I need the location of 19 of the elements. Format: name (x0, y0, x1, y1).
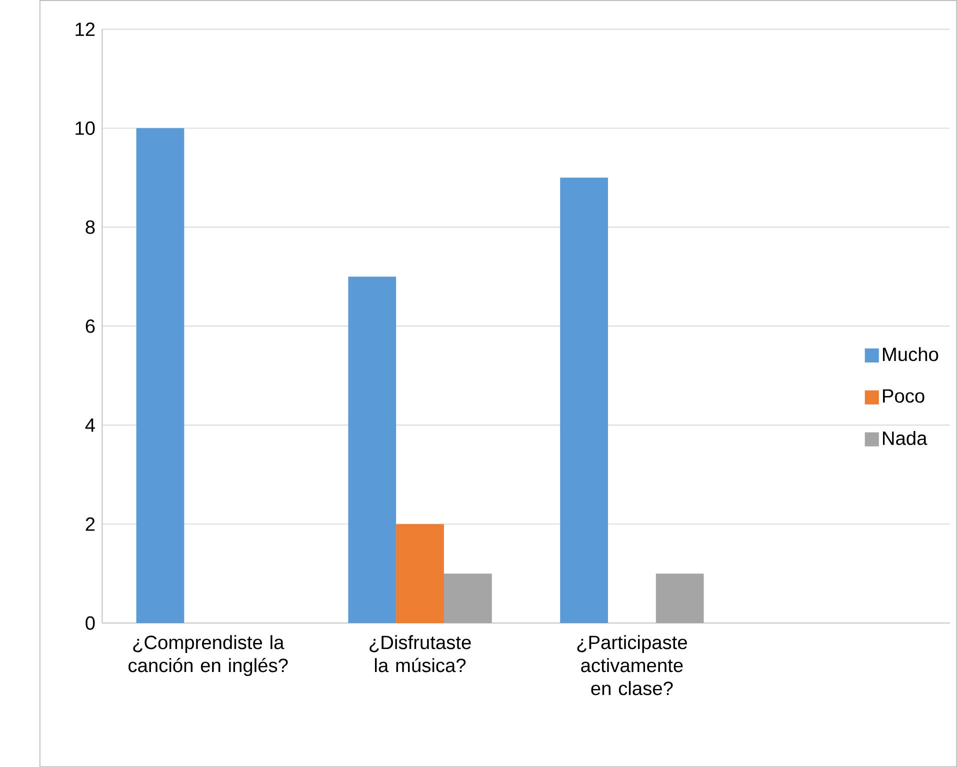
x-tick-label: ¿Disfrutaste la música? (370, 635, 471, 672)
legend-label: Poco (883, 389, 924, 403)
y-tick-label: 10 (76, 121, 95, 135)
x-tick-label: ¿Comprendiste la canción en inglés? (128, 635, 288, 676)
y-tick-label: 2 (86, 517, 95, 531)
legend-label: Mucho (883, 346, 938, 362)
x-tick-label: ¿Participaste activamente en clase? (577, 635, 687, 696)
bar (656, 573, 704, 623)
bar (136, 128, 184, 623)
bar (444, 573, 492, 623)
legend-label: Nada (883, 430, 928, 445)
y-tick-label: 8 (86, 220, 95, 234)
y-tick-label: 12 (76, 22, 95, 36)
y-tick-label: 4 (85, 418, 95, 432)
bar (348, 276, 396, 623)
y-tick-label: 0 (86, 616, 95, 630)
bar (560, 178, 608, 623)
y-tick-label: 6 (86, 319, 95, 333)
bar (396, 524, 444, 623)
